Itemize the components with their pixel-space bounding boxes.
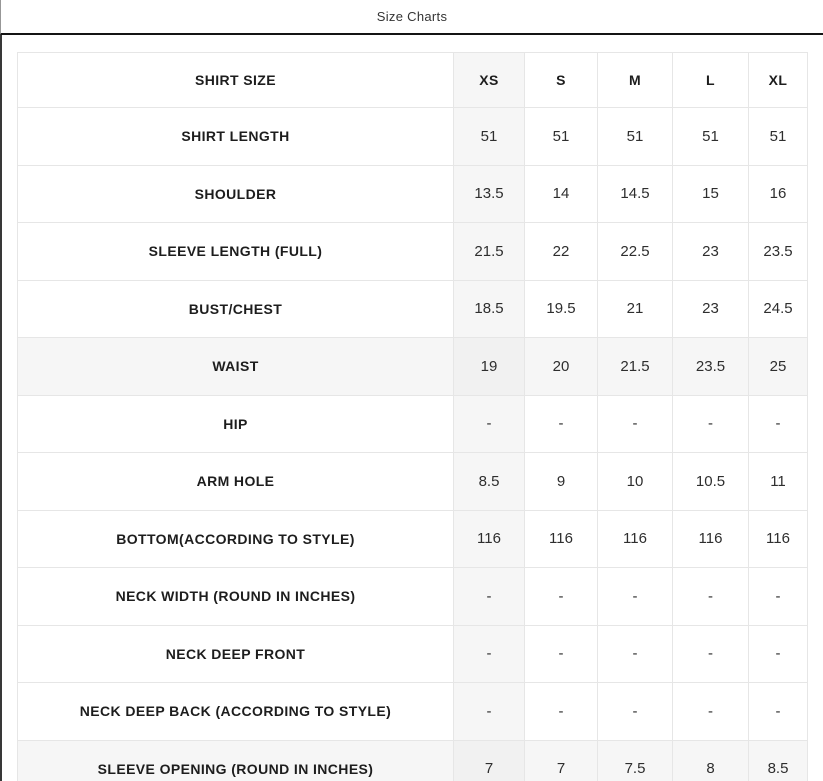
size-value-cell: 14.5 bbox=[597, 164, 673, 223]
table-row: BOTTOM(ACCORDING TO STYLE) 116 116 116 116 11… bbox=[17, 509, 808, 568]
size-col-header: XS bbox=[453, 52, 525, 108]
row-label: BOTTOM(ACCORDING TO STYLE) bbox=[17, 509, 454, 568]
row-label: NECK DEEP FRONT bbox=[17, 624, 454, 683]
size-value-cell: 11 bbox=[748, 452, 808, 511]
size-value-cell: - bbox=[597, 567, 673, 626]
size-value-cell: 51 bbox=[453, 107, 525, 166]
size-value-cell: - bbox=[453, 682, 525, 741]
size-value-cell: 14 bbox=[524, 164, 598, 223]
row-label: WAIST bbox=[17, 337, 454, 396]
size-value-cell: 51 bbox=[597, 107, 673, 166]
size-value-cell: 16 bbox=[748, 164, 808, 223]
table-row: HIP - - - - - bbox=[17, 394, 808, 453]
size-value-cell: 7 bbox=[453, 739, 525, 781]
row-label: ARM HOLE bbox=[17, 452, 454, 511]
size-value-cell: 116 bbox=[748, 509, 808, 568]
table-row: BUST/CHEST 18.5 19.5 21 23 24.5 bbox=[17, 279, 808, 338]
size-value-cell: - bbox=[672, 682, 749, 741]
table-header-row: SHIRT SIZE XS S M L XL bbox=[17, 52, 808, 108]
size-value-cell: - bbox=[672, 567, 749, 626]
size-value-cell: - bbox=[597, 394, 673, 453]
size-col-header: M bbox=[597, 52, 673, 108]
size-value-cell: 7.5 bbox=[597, 739, 673, 781]
size-value-cell: 23 bbox=[672, 222, 749, 281]
size-value-cell: 13.5 bbox=[453, 164, 525, 223]
size-value-cell: 116 bbox=[672, 509, 749, 568]
size-value-cell: 19 bbox=[453, 337, 525, 396]
table-row: NECK WIDTH (ROUND IN INCHES) - - - - - bbox=[17, 567, 808, 626]
size-value-cell: 19.5 bbox=[524, 279, 598, 338]
size-value-cell: 21.5 bbox=[453, 222, 525, 281]
size-value-cell: - bbox=[524, 624, 598, 683]
size-value-cell: 10.5 bbox=[672, 452, 749, 511]
size-value-cell: - bbox=[748, 682, 808, 741]
size-value-cell: 7 bbox=[524, 739, 598, 781]
size-value-cell: - bbox=[524, 682, 598, 741]
size-value-cell: 51 bbox=[748, 107, 808, 166]
size-value-cell: 18.5 bbox=[453, 279, 525, 338]
size-chart-content: SHIRT SIZE XS S M L XL SHIRT LENGTH 51 51 51 51 5… bbox=[0, 35, 823, 781]
size-value-cell: - bbox=[748, 567, 808, 626]
shirt-size-header-cell: SHIRT SIZE bbox=[17, 52, 454, 108]
size-value-cell: - bbox=[672, 394, 749, 453]
size-chart-table: SHIRT SIZE XS S M L XL SHIRT LENGTH 51 51 51 51 5… bbox=[17, 52, 808, 781]
table-row: NECK DEEP BACK (ACCORDING TO STYLE) - - - - - bbox=[17, 682, 808, 741]
size-value-cell: 116 bbox=[524, 509, 598, 568]
size-value-cell: - bbox=[597, 682, 673, 741]
size-value-cell: 23 bbox=[672, 279, 749, 338]
row-label: SLEEVE LENGTH (FULL) bbox=[17, 222, 454, 281]
size-charts-titlebar: Size Charts bbox=[0, 0, 823, 35]
row-label: BUST/CHEST bbox=[17, 279, 454, 338]
size-value-cell: 8 bbox=[672, 739, 749, 781]
size-value-cell: 24.5 bbox=[748, 279, 808, 338]
table-row: SHIRT LENGTH 51 51 51 51 51 bbox=[17, 107, 808, 166]
size-value-cell: - bbox=[453, 624, 525, 683]
row-label: NECK WIDTH (ROUND IN INCHES) bbox=[17, 567, 454, 626]
size-value-cell: - bbox=[748, 394, 808, 453]
row-label: NECK DEEP BACK (ACCORDING TO STYLE) bbox=[17, 682, 454, 741]
row-label: SHOULDER bbox=[17, 164, 454, 223]
size-value-cell: 9 bbox=[524, 452, 598, 511]
size-value-cell: 22.5 bbox=[597, 222, 673, 281]
page-title: Size Charts bbox=[376, 9, 448, 24]
size-value-cell: 8.5 bbox=[748, 739, 808, 781]
size-value-cell: 25 bbox=[748, 337, 808, 396]
table-row: NECK DEEP FRONT - - - - - bbox=[17, 624, 808, 683]
size-value-cell: 51 bbox=[524, 107, 598, 166]
size-value-cell: 10 bbox=[597, 452, 673, 511]
size-value-cell: 21 bbox=[597, 279, 673, 338]
size-col-header: S bbox=[524, 52, 598, 108]
table-row: ARM HOLE 8.5 9 10 10.5 11 bbox=[17, 452, 808, 511]
size-value-cell: 23.5 bbox=[672, 337, 749, 396]
size-value-cell: 8.5 bbox=[453, 452, 525, 511]
size-value-cell: - bbox=[453, 567, 525, 626]
size-value-cell: - bbox=[597, 624, 673, 683]
table-row: SHOULDER 13.5 14 14.5 15 16 bbox=[17, 164, 808, 223]
size-value-cell: 21.5 bbox=[597, 337, 673, 396]
size-value-cell: 116 bbox=[453, 509, 525, 568]
size-value-cell: - bbox=[524, 394, 598, 453]
table-row: SLEEVE OPENING (ROUND IN INCHES) 7 7 7.5 8 8.… bbox=[17, 739, 808, 781]
size-value-cell: 22 bbox=[524, 222, 598, 281]
row-label: HIP bbox=[17, 394, 454, 453]
table-row: SLEEVE LENGTH (FULL) 21.5 22 22.5 23 23.5 bbox=[17, 222, 808, 281]
size-value-cell: 20 bbox=[524, 337, 598, 396]
size-value-cell: 51 bbox=[672, 107, 749, 166]
row-label: SLEEVE OPENING (ROUND IN INCHES) bbox=[17, 739, 454, 781]
table-row: WAIST 19 20 21.5 23.5 25 bbox=[17, 337, 808, 396]
size-value-cell: 15 bbox=[672, 164, 749, 223]
size-col-header: XL bbox=[748, 52, 808, 108]
size-chart-table-body: SHIRT LENGTH 51 51 51 51 51 SHOULDER 13.5 14 14.5… bbox=[17, 107, 808, 781]
row-label: SHIRT LENGTH bbox=[17, 107, 454, 166]
size-col-header: L bbox=[672, 52, 749, 108]
size-value-cell: - bbox=[672, 624, 749, 683]
size-value-cell: - bbox=[524, 567, 598, 626]
size-value-cell: 23.5 bbox=[748, 222, 808, 281]
size-value-cell: - bbox=[453, 394, 525, 453]
size-value-cell: 116 bbox=[597, 509, 673, 568]
size-value-cell: - bbox=[748, 624, 808, 683]
